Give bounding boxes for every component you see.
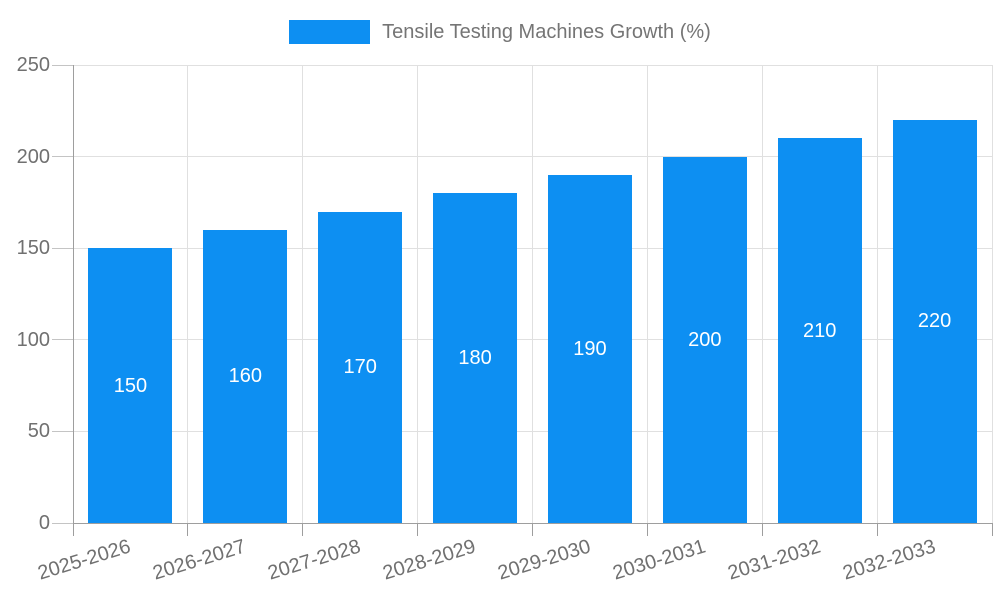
x-gridline bbox=[761, 65, 763, 523]
x-gridline bbox=[187, 65, 189, 523]
x-gridline bbox=[991, 65, 993, 523]
y-tick bbox=[52, 430, 73, 432]
x-tick bbox=[72, 523, 74, 536]
x-tick bbox=[302, 523, 304, 536]
bar-value-label: 180 bbox=[458, 347, 492, 370]
x-tick bbox=[761, 523, 763, 536]
y-axis-line bbox=[73, 65, 74, 523]
y-tick-label: 150 bbox=[16, 237, 50, 260]
x-gridline bbox=[646, 65, 648, 523]
x-tick bbox=[991, 523, 993, 536]
y-tick-label: 50 bbox=[27, 420, 50, 443]
bar[interactable]: 160 bbox=[203, 229, 288, 523]
bar[interactable]: 150 bbox=[88, 248, 173, 523]
x-tick bbox=[417, 523, 419, 536]
bar-value-label: 170 bbox=[343, 356, 377, 379]
x-axis-line bbox=[73, 522, 992, 524]
y-tick bbox=[52, 522, 73, 524]
bar-value-label: 220 bbox=[917, 310, 952, 333]
x-gridline bbox=[302, 65, 304, 523]
bar-value-label: 210 bbox=[803, 319, 837, 342]
bar-value-label: 150 bbox=[113, 374, 148, 397]
bar[interactable]: 170 bbox=[318, 211, 403, 523]
y-tick bbox=[52, 339, 73, 341]
y-tick-label: 100 bbox=[16, 328, 50, 351]
y-tick-label: 200 bbox=[16, 145, 50, 168]
y-tick-label: 0 bbox=[38, 512, 50, 534]
bar-value-label: 200 bbox=[688, 328, 722, 351]
legend-label: Tensile Testing Machines Growth (%) bbox=[382, 21, 711, 43]
y-tick bbox=[52, 247, 73, 249]
bar[interactable]: 220 bbox=[892, 119, 977, 523]
x-tick bbox=[876, 523, 878, 536]
legend: Tensile Testing Machines Growth (%) bbox=[0, 18, 1000, 46]
x-tick bbox=[187, 523, 189, 536]
bar-value-label: 190 bbox=[573, 337, 607, 360]
bar[interactable]: 190 bbox=[547, 174, 632, 523]
bar-value-label: 160 bbox=[228, 365, 262, 388]
x-gridline bbox=[417, 65, 419, 523]
x-gridline bbox=[876, 65, 878, 523]
y-tick bbox=[52, 64, 73, 66]
bar[interactable]: 210 bbox=[777, 138, 862, 523]
x-tick bbox=[646, 523, 648, 536]
x-gridline bbox=[532, 65, 533, 523]
bar[interactable]: 200 bbox=[662, 156, 747, 523]
y-tick-label: 250 bbox=[16, 54, 50, 76]
y-tick bbox=[52, 156, 73, 158]
legend-swatch bbox=[289, 20, 371, 44]
bar[interactable]: 180 bbox=[433, 193, 518, 523]
x-tick bbox=[532, 523, 533, 536]
plot-area: 0 50 100 150 200 250 150 160 170 180 190 200 210 220 2… bbox=[17, 54, 993, 584]
